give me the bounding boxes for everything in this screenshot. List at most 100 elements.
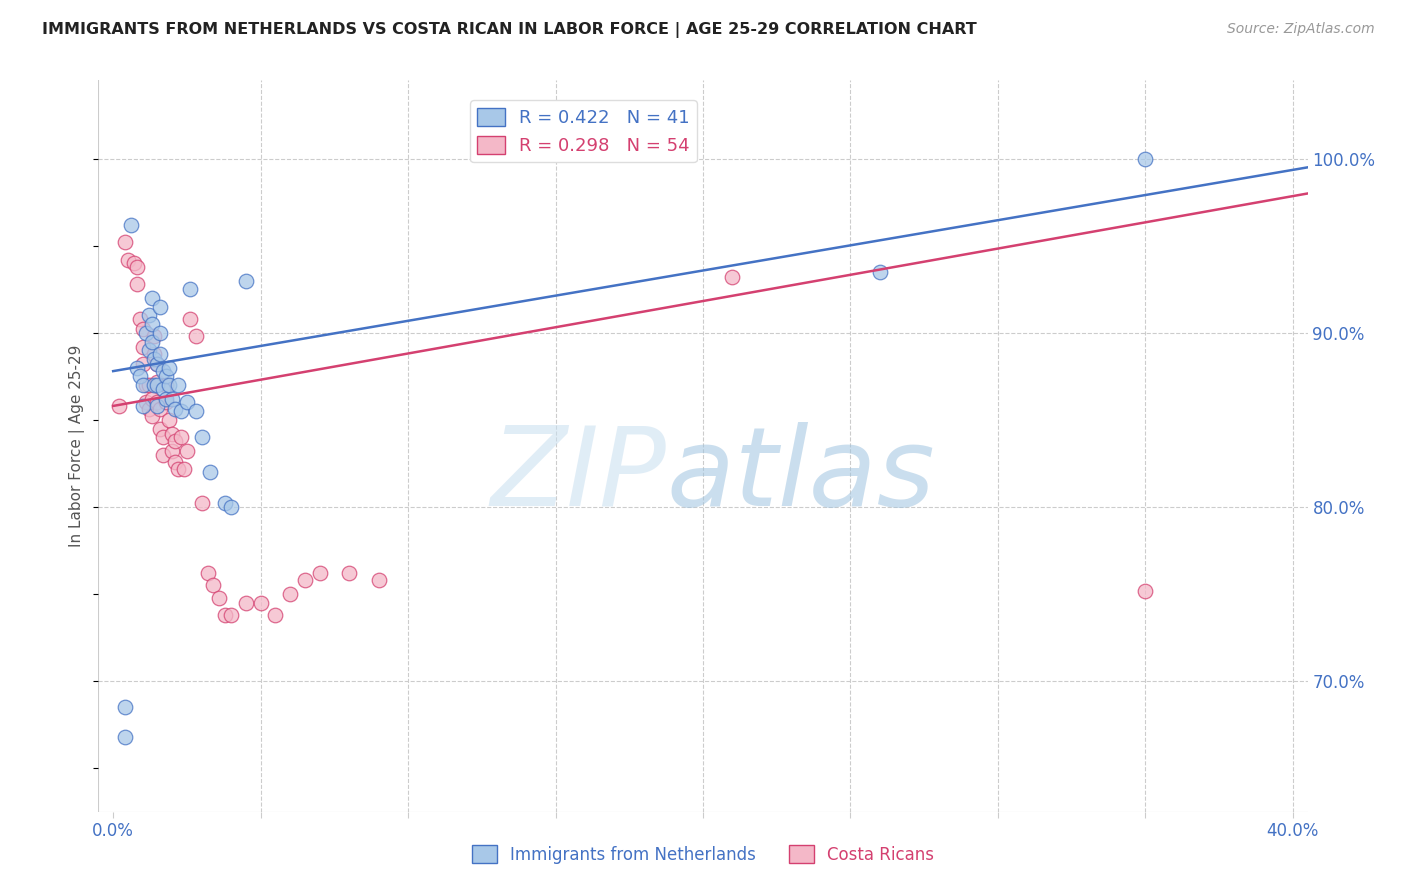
Point <box>114 700 136 714</box>
Point <box>155 395 177 409</box>
Point <box>157 378 180 392</box>
Point <box>131 399 153 413</box>
Point <box>128 311 150 326</box>
Point <box>235 596 257 610</box>
Point <box>135 395 157 409</box>
Point <box>249 596 271 610</box>
Point <box>149 300 172 314</box>
Point <box>190 496 212 510</box>
Point <box>152 364 174 378</box>
Point <box>138 309 160 323</box>
Point <box>214 496 236 510</box>
Point <box>149 402 172 417</box>
Point <box>131 378 153 392</box>
Point <box>146 395 169 409</box>
Point <box>108 399 131 413</box>
Point <box>125 277 148 291</box>
Point <box>308 566 330 581</box>
Point <box>152 430 174 444</box>
Point <box>138 343 160 358</box>
Point <box>170 430 193 444</box>
Point <box>120 218 142 232</box>
Point <box>131 340 153 354</box>
Point <box>167 461 190 475</box>
Point <box>146 399 169 413</box>
Point <box>128 369 150 384</box>
Point <box>141 291 163 305</box>
Point <box>149 421 172 435</box>
Point <box>146 357 169 371</box>
Point <box>152 448 174 462</box>
Point <box>165 402 187 417</box>
Point <box>165 434 187 448</box>
Point <box>141 392 163 406</box>
Point <box>176 444 198 458</box>
Point <box>149 347 172 361</box>
Point <box>114 235 136 250</box>
Point <box>125 260 148 274</box>
Point <box>869 265 891 279</box>
Text: ZIP: ZIP <box>491 422 666 529</box>
Point <box>264 607 287 622</box>
Point <box>146 357 169 371</box>
Point <box>125 360 148 375</box>
Point <box>122 256 145 270</box>
Point <box>219 500 242 514</box>
Legend: R = 0.422   N = 41, R = 0.298   N = 54: R = 0.422 N = 41, R = 0.298 N = 54 <box>470 100 697 162</box>
Point <box>721 270 744 285</box>
Point <box>149 326 172 340</box>
Point <box>138 378 160 392</box>
Point <box>190 430 212 444</box>
Point <box>131 357 153 371</box>
Text: IMMIGRANTS FROM NETHERLANDS VS COSTA RICAN IN LABOR FORCE | AGE 25-29 CORRELATIO: IMMIGRANTS FROM NETHERLANDS VS COSTA RIC… <box>42 22 977 38</box>
Point <box>117 252 139 267</box>
Legend: Immigrants from Netherlands, Costa Ricans: Immigrants from Netherlands, Costa Rican… <box>465 838 941 871</box>
Point <box>184 404 207 418</box>
Point <box>143 329 166 343</box>
Point <box>219 607 242 622</box>
Point <box>160 392 183 406</box>
Point <box>155 378 177 392</box>
Point <box>157 413 180 427</box>
Point <box>131 322 153 336</box>
Point <box>114 730 136 744</box>
Point <box>278 587 301 601</box>
Point <box>143 347 166 361</box>
Text: atlas: atlas <box>666 422 935 529</box>
Point <box>173 461 195 475</box>
Point <box>214 607 236 622</box>
Point <box>179 311 201 326</box>
Point <box>155 392 177 406</box>
Text: Source: ZipAtlas.com: Source: ZipAtlas.com <box>1227 22 1375 37</box>
Point <box>155 369 177 384</box>
Point <box>141 334 163 349</box>
Point <box>146 375 169 389</box>
Point <box>160 444 183 458</box>
Point <box>143 351 166 366</box>
Point <box>1135 152 1157 166</box>
Point <box>157 360 180 375</box>
Point <box>294 573 316 587</box>
Point <box>143 378 166 392</box>
Point <box>167 378 190 392</box>
Point <box>1135 583 1157 598</box>
Point <box>202 578 225 592</box>
Point <box>135 326 157 340</box>
Point <box>367 573 389 587</box>
Point <box>200 465 222 479</box>
Point <box>208 591 231 605</box>
Point <box>170 404 193 418</box>
Point <box>141 317 163 331</box>
Point <box>165 455 187 469</box>
Point <box>197 566 219 581</box>
Point <box>160 426 183 441</box>
Point <box>146 378 169 392</box>
Point <box>138 402 160 417</box>
Point <box>135 378 157 392</box>
Point <box>235 274 257 288</box>
Y-axis label: In Labor Force | Age 25-29: In Labor Force | Age 25-29 <box>69 345 86 547</box>
Point <box>152 382 174 396</box>
Point <box>179 282 201 296</box>
Point <box>141 409 163 424</box>
Point <box>176 395 198 409</box>
